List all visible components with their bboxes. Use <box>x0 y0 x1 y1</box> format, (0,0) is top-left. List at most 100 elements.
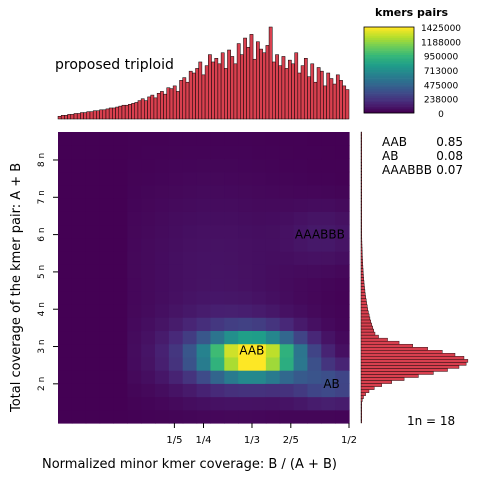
heatmap-cell <box>71 303 87 318</box>
heatmap-cell <box>265 343 281 358</box>
heatmap-cell <box>279 277 295 292</box>
histogram-bar <box>360 356 465 360</box>
histogram-bar <box>265 45 270 120</box>
histogram-bar <box>134 102 139 120</box>
histogram-bar <box>297 72 302 120</box>
histogram-bar <box>195 68 199 120</box>
histogram-bar <box>326 72 331 120</box>
histogram-bar <box>360 407 363 412</box>
heatmap-cell <box>252 356 267 371</box>
heatmap-cell <box>58 290 73 305</box>
histogram-bar <box>360 274 364 278</box>
heatmap-cell <box>265 396 281 411</box>
heatmap-cell <box>293 317 309 332</box>
histogram-bar <box>121 104 126 120</box>
heatmap-cell <box>127 132 142 146</box>
heatmap-cell <box>85 132 101 146</box>
legend-title: kmers pairs <box>375 6 449 19</box>
heatmap-cell <box>85 145 101 160</box>
heatmap-cell <box>58 251 73 265</box>
histogram-bar <box>360 240 363 245</box>
heatmap-cell <box>127 224 142 239</box>
heatmap-cell <box>321 264 336 279</box>
histogram-bar <box>67 114 72 120</box>
heatmap-cell <box>196 198 212 212</box>
heatmap-cell <box>58 171 73 186</box>
heatmap-cell <box>210 132 225 146</box>
heatmap-cell <box>293 264 309 279</box>
heatmap-cell <box>279 237 295 252</box>
y-tick-label: 5 n <box>37 265 47 279</box>
heatmap-cell <box>141 145 156 160</box>
heatmap-cell <box>238 158 253 173</box>
heatmap-cell <box>85 277 101 292</box>
histogram-bar <box>360 231 363 236</box>
legend-label: 238000 <box>424 96 459 106</box>
heatmap-cell <box>210 198 225 212</box>
histogram-bar <box>360 413 363 418</box>
histogram-bar <box>360 298 367 302</box>
heatmap-cell <box>182 251 198 265</box>
heatmap-cell <box>196 224 212 239</box>
heatmap-cell <box>155 290 170 305</box>
heatmap-cell <box>279 303 295 318</box>
histogram-bar <box>360 401 363 406</box>
heatmap-cell <box>265 370 281 384</box>
heatmap-cell <box>293 237 309 252</box>
heatmap-cell <box>113 277 128 292</box>
histogram-bar <box>70 114 75 120</box>
heatmap-cell <box>265 237 281 252</box>
legend-swatch <box>364 97 414 101</box>
heatmap-cell <box>141 330 156 345</box>
heatmap-cell <box>58 370 73 384</box>
histogram-bar <box>360 292 366 296</box>
histogram-bar <box>169 88 174 120</box>
heatmap-cell <box>168 383 184 398</box>
heatmap-cell <box>141 198 156 212</box>
heatmap-cell <box>279 224 295 239</box>
heatmap-cell <box>252 343 267 358</box>
y-tick-label: 8 n <box>37 153 47 167</box>
histogram-bar <box>284 68 289 120</box>
histogram-bar <box>360 234 363 239</box>
heatmap-cell <box>335 145 350 160</box>
heatmap-cell <box>307 356 322 371</box>
heatmap-cell <box>210 145 225 160</box>
histogram-bar <box>360 265 364 269</box>
heatmap-cell <box>196 396 212 411</box>
histogram-bar <box>303 58 308 120</box>
histogram-bar <box>360 350 443 354</box>
histogram-bar <box>179 80 183 120</box>
heatmap-cell <box>224 224 239 239</box>
heatmap-cell <box>99 251 115 265</box>
heatmap-cell <box>238 409 253 424</box>
heatmap-cell <box>307 330 322 345</box>
heatmap-cell <box>307 184 322 199</box>
histogram-bar <box>360 213 363 218</box>
y-tick-label: 3 n <box>37 339 47 353</box>
heatmap-cell <box>71 211 87 226</box>
histogram-bar <box>278 65 283 120</box>
heatmap-cell <box>196 370 212 384</box>
y-tick-label: 4 n <box>37 302 47 316</box>
heatmap-cell <box>210 383 225 398</box>
histogram-bar <box>360 313 370 318</box>
histogram-bar <box>182 77 187 120</box>
histogram-bar <box>360 365 460 369</box>
heatmap-cell <box>155 264 170 279</box>
heatmap-cell <box>307 158 322 173</box>
heatmap-cell <box>168 145 184 160</box>
heatmap-cell <box>224 396 239 411</box>
histogram-bar <box>360 337 388 342</box>
legend-label: 1425000 <box>421 24 461 34</box>
histogram-bar <box>300 65 305 120</box>
heatmap-cell <box>182 145 198 160</box>
heatmap-cell <box>58 224 73 239</box>
heatmap-cell <box>307 343 322 358</box>
heatmap-cell <box>113 356 128 371</box>
histogram-bar <box>360 262 363 266</box>
histogram-bar <box>360 395 364 399</box>
x-axis-title: Normalized minor kmer coverage: B / (A +… <box>42 457 337 472</box>
heatmap-cell <box>238 251 253 265</box>
histogram-bar <box>144 100 148 120</box>
